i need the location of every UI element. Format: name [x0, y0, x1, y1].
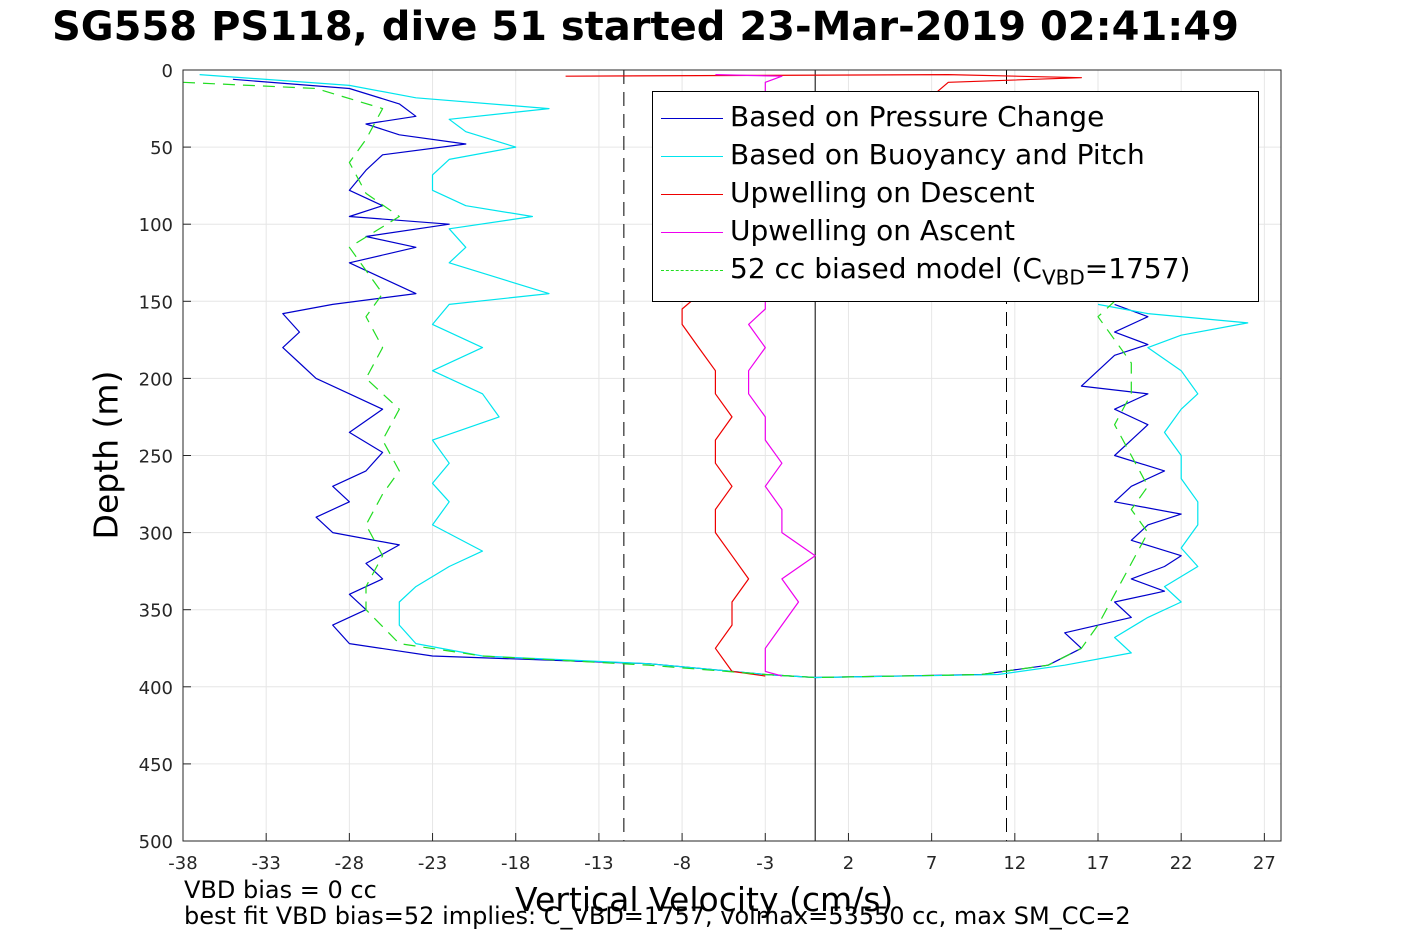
legend-item-upwelling-ascent: Upwelling on Ascent [653, 210, 1258, 248]
legend-label-biased-model-tail: =1757) [1084, 252, 1191, 285]
x-axis-label: Vertical Velocity (cm/s) [515, 880, 894, 919]
x-tick-label: 2 [843, 853, 854, 874]
legend-label-buoyancy-pitch: Based on Buoyancy and Pitch [730, 138, 1145, 171]
x-tick-label: -18 [501, 853, 530, 874]
footer-line-2: best fit VBD bias=52 implies: C_VBD=1757… [184, 902, 1131, 930]
y-tick-label: 500 [139, 832, 173, 853]
y-tick-label: 250 [139, 447, 173, 468]
y-tick-labels: 0 50 100 150 200 250 300 350 400 450 500 [139, 61, 173, 853]
x-tick-label: -28 [335, 853, 364, 874]
x-tick-labels: -38 -33 -28 -23 -18 -13 -8 -3 2 7 12 17 22 27 [168, 853, 1276, 874]
legend-swatch-pressure-change [661, 118, 723, 119]
series-line-1 [199, 74, 1249, 679]
legend-label-biased-model-sub: VBD [1041, 265, 1085, 290]
x-tick-label: -8 [673, 853, 691, 874]
legend-label-upwelling-ascent: Upwelling on Ascent [730, 214, 1016, 247]
plot-frame [182, 69, 1282, 842]
x-tick-label: 7 [926, 853, 937, 874]
y-tick-label: 200 [139, 369, 173, 390]
series-line-4 [182, 81, 1149, 679]
legend-item-pressure-change: Based on Pressure Change [653, 96, 1258, 134]
y-tick-label: 150 [139, 292, 173, 313]
y-tick-label: 100 [139, 215, 173, 236]
x-tick-label: -38 [168, 853, 197, 874]
footer-line-1: VBD bias = 0 cc [184, 876, 377, 904]
legend-item-upwelling-descent: Upwelling on Descent [653, 172, 1258, 210]
legend-label-upwelling-descent: Upwelling on Descent [730, 176, 1035, 209]
legend: Based on Pressure Change Based on Buoyan… [652, 91, 1259, 302]
y-tick-label: 0 [162, 61, 173, 82]
legend-swatch-buoyancy-pitch [661, 156, 723, 157]
x-tick-label: 17 [1087, 853, 1110, 874]
legend-swatch-upwelling-descent [661, 194, 723, 195]
legend-item-biased-model: 52 cc biased model (CVBD=1757) [653, 248, 1258, 290]
x-tick-label: -33 [251, 853, 280, 874]
x-tick-label: 22 [1170, 853, 1193, 874]
x-tick-label: -23 [418, 853, 447, 874]
y-tick-label: 300 [139, 524, 173, 545]
legend-label-biased-model: 52 cc biased model (CVBD=1757) [730, 252, 1190, 290]
legend-swatch-biased-model [661, 270, 723, 271]
x-tick-label: 27 [1253, 853, 1276, 874]
legend-label-pressure-change: Based on Pressure Change [730, 100, 1105, 133]
series-line-3 [715, 74, 816, 677]
y-tick-label: 50 [150, 138, 173, 159]
y-tick-label: 400 [139, 678, 173, 699]
legend-item-buoyancy-pitch: Based on Buoyancy and Pitch [653, 134, 1258, 172]
x-tick-label: -13 [584, 853, 613, 874]
legend-label-biased-model-head: 52 cc biased model (C [730, 252, 1042, 285]
chart-title: SG558 PS118, dive 51 started 23-Mar-2019… [52, 4, 1239, 50]
x-tick-label: 12 [1003, 853, 1026, 874]
legend-swatch-upwelling-ascent [661, 232, 723, 233]
x-tick-label: -3 [756, 853, 774, 874]
y-tick-label: 350 [139, 601, 173, 622]
y-axis-label: Depth (m) [86, 370, 126, 540]
y-tick-label: 450 [139, 755, 173, 776]
